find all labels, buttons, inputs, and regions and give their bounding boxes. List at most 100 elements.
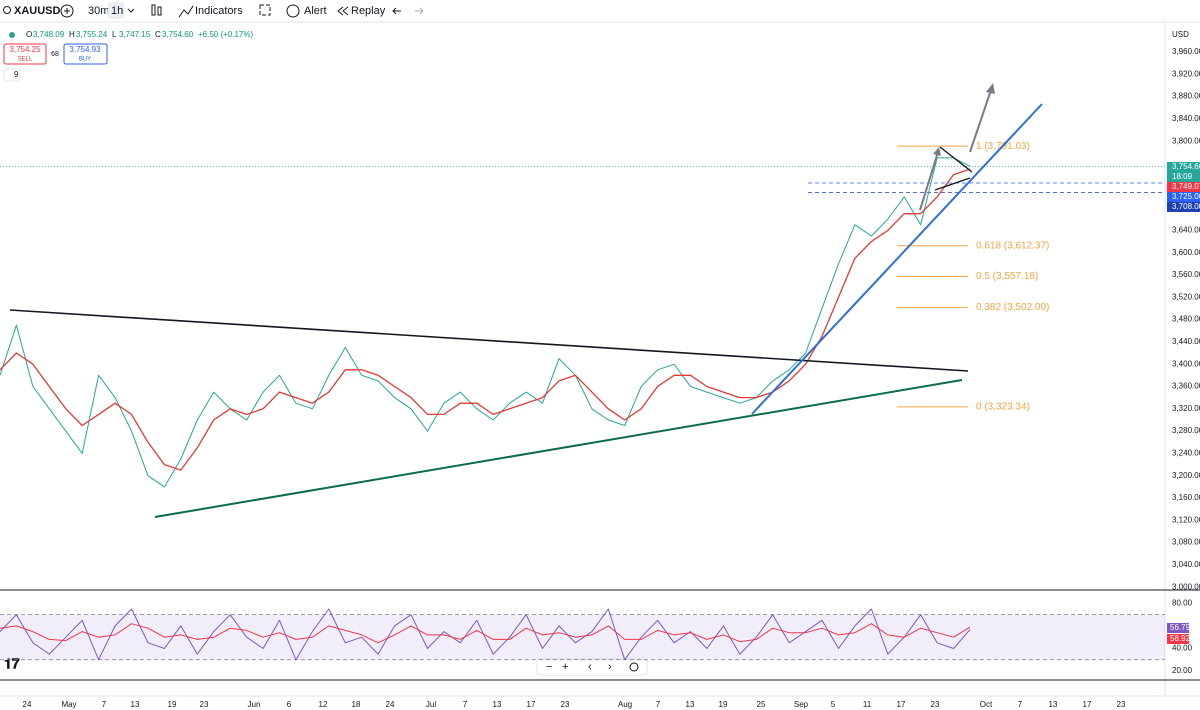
x-tick-label: May xyxy=(61,700,76,709)
fib-label: 0.5 (3,557.18) xyxy=(976,271,1038,282)
ohlc-value: 3,748.09 xyxy=(33,30,65,39)
x-tick-label: Oct xyxy=(980,700,993,709)
ohlc-value: 3,755.24 xyxy=(76,30,108,39)
indicators-toggle[interactable] xyxy=(3,68,21,82)
x-tick-label: 17 xyxy=(1083,700,1092,709)
sell-price: 3,754.25 xyxy=(9,45,41,54)
countdown: 18:09 xyxy=(1172,172,1193,181)
trend-line[interactable] xyxy=(751,103,1043,415)
x-tick-label: 13 xyxy=(131,700,140,709)
arrow-head xyxy=(933,147,941,156)
indicators[interactable]: Indicators xyxy=(195,5,243,17)
x-tick-label: 7 xyxy=(656,700,661,709)
buy-button[interactable] xyxy=(63,43,108,65)
layouts[interactable] xyxy=(259,4,271,16)
x-tick-label: 18 xyxy=(352,700,361,709)
add-symbol[interactable] xyxy=(60,4,74,18)
candle-icon xyxy=(157,6,162,16)
x-tick-label: 23 xyxy=(1117,700,1126,709)
scroll-left[interactable]: ‹ xyxy=(588,661,592,673)
countdown-tag xyxy=(1167,172,1200,182)
ohlc-value: 3,747.15 xyxy=(119,30,151,39)
ohlc-key: H xyxy=(69,30,75,39)
flag-line[interactable] xyxy=(934,177,971,191)
redo[interactable] xyxy=(415,7,424,15)
rsi-band xyxy=(0,614,1165,660)
drawings xyxy=(9,83,1043,518)
y-tick-label: 3,640.00 xyxy=(1172,225,1200,234)
zoom-in[interactable]: + xyxy=(562,661,568,673)
y-tick-label: 3,400.00 xyxy=(1172,359,1200,368)
x-tick-label: 19 xyxy=(719,700,728,709)
alert[interactable]: Alert xyxy=(304,5,327,17)
arrow-head xyxy=(986,83,995,94)
sell-button[interactable] xyxy=(3,43,47,65)
rsi-tag xyxy=(1167,623,1189,633)
reset[interactable] xyxy=(629,662,639,672)
x-tick-label: 5 xyxy=(831,700,836,709)
y-tick-label: 3,040.00 xyxy=(1172,560,1200,569)
x-tick-label: 25 xyxy=(757,700,766,709)
resistance-line[interactable] xyxy=(9,309,969,372)
status-dot xyxy=(9,32,15,38)
y-tick-label: 3,560.00 xyxy=(1172,270,1200,279)
alert-icon xyxy=(286,4,300,18)
y-tick-label: 3,240.00 xyxy=(1172,449,1200,458)
y-tick-label: 20.00 xyxy=(1172,666,1193,675)
candle-icon[interactable] xyxy=(151,4,156,16)
ohlc-legend: O 3,748.09 H 3,755.24 L 3,747.15 C 3,754.60 +6.5… xyxy=(26,30,253,39)
y-tick-label: 3,960.00 xyxy=(1172,47,1200,56)
y-tick-label: 3,000.00 xyxy=(1172,582,1200,591)
fib-label: 0.618 (3,612.37) xyxy=(976,240,1049,251)
arrow[interactable] xyxy=(919,151,939,211)
moving-average xyxy=(0,623,971,644)
x-tick-label: Jun xyxy=(248,700,261,709)
ohlc-key: O xyxy=(26,30,32,39)
price-tag xyxy=(1167,202,1200,212)
y-tick-label: 3,520.00 xyxy=(1172,292,1200,301)
y-tick-label: 3,880.00 xyxy=(1172,92,1200,101)
y-tick-label: 3,120.00 xyxy=(1172,515,1200,524)
search-icon[interactable] xyxy=(3,6,11,14)
undo[interactable] xyxy=(392,7,401,15)
toolbar: XAUUSD 30m 1h Indicators Alert Replay xyxy=(0,2,1200,23)
replay[interactable]: Replay xyxy=(351,5,386,17)
dropdown[interactable] xyxy=(127,8,135,13)
zoom-controls[interactable] xyxy=(536,658,648,676)
flag-line[interactable] xyxy=(939,146,973,173)
x-tick-label: 23 xyxy=(931,700,940,709)
x-tick-label: 12 xyxy=(319,700,328,709)
x-tick-label: 13 xyxy=(1049,700,1058,709)
price-tag-label: 3,725.00 xyxy=(1172,192,1200,201)
rsi-tag-label: 56.79 xyxy=(1170,623,1191,632)
symbol[interactable]: XAUUSD xyxy=(14,5,61,17)
interval-active xyxy=(108,2,124,19)
ohlc-key: C xyxy=(155,30,161,39)
interval[interactable]: 30m xyxy=(88,5,109,17)
support-line[interactable] xyxy=(154,379,963,518)
price-tag xyxy=(1167,162,1200,172)
x-tick-label: Aug xyxy=(618,700,632,709)
change: +6.50 (+0.17%) xyxy=(198,30,253,39)
x-tick-label: 13 xyxy=(493,700,502,709)
y-tick-label: 3,920.00 xyxy=(1172,69,1200,78)
ohlc-value: 3,754.60 xyxy=(162,30,194,39)
x-tick-label: 17 xyxy=(897,700,906,709)
interval[interactable]: 1h xyxy=(111,5,123,17)
x-tick-label: 23 xyxy=(200,700,209,709)
y-tick-label: 3,200.00 xyxy=(1172,471,1200,480)
zoom-out[interactable]: − xyxy=(546,661,552,673)
y-tick-label: 3,160.00 xyxy=(1172,493,1200,502)
arrow[interactable] xyxy=(969,89,992,153)
y-tick-label: 80.00 xyxy=(1172,599,1193,608)
scroll-right[interactable]: › xyxy=(608,661,612,673)
indicator-count: 9 xyxy=(14,70,19,79)
y-tick-label: 3,800.00 xyxy=(1172,136,1200,145)
x-tick-label: 7 xyxy=(1018,700,1023,709)
y-tick-label: 3,480.00 xyxy=(1172,315,1200,324)
y-tick-label: 3,080.00 xyxy=(1172,538,1200,547)
price-tag-label: 3,754.60 xyxy=(1172,162,1200,171)
x-tick-label: 7 xyxy=(463,700,468,709)
x-tick-label: 13 xyxy=(686,700,695,709)
